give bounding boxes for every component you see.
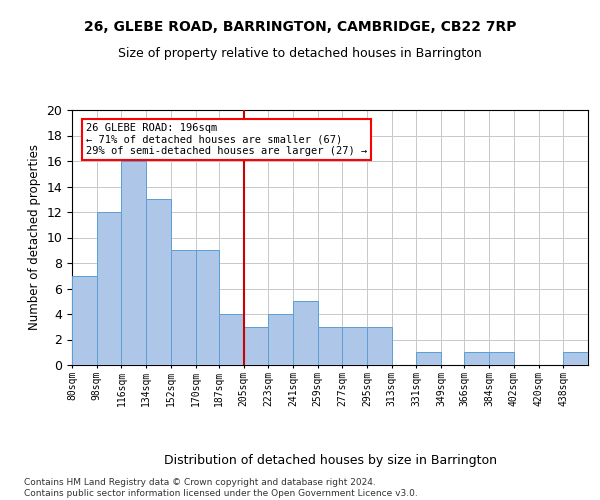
X-axis label: Distribution of detached houses by size in Barrington: Distribution of detached houses by size …	[163, 454, 497, 468]
Bar	[146, 199, 171, 365]
Bar	[343, 327, 367, 365]
Text: Contains HM Land Registry data © Crown copyright and database right 2024.
Contai: Contains HM Land Registry data © Crown c…	[24, 478, 418, 498]
Bar	[72, 276, 97, 365]
Bar	[196, 250, 219, 365]
Bar	[489, 352, 514, 365]
Bar	[121, 161, 146, 365]
Bar	[268, 314, 293, 365]
Y-axis label: Number of detached properties: Number of detached properties	[28, 144, 41, 330]
Bar	[416, 352, 441, 365]
Text: Size of property relative to detached houses in Barrington: Size of property relative to detached ho…	[118, 48, 482, 60]
Bar	[367, 327, 392, 365]
Bar	[219, 314, 244, 365]
Bar	[317, 327, 343, 365]
Bar	[244, 327, 268, 365]
Bar	[464, 352, 489, 365]
Bar	[171, 250, 196, 365]
Bar	[293, 301, 317, 365]
Bar	[563, 352, 588, 365]
Text: 26 GLEBE ROAD: 196sqm
← 71% of detached houses are smaller (67)
29% of semi-deta: 26 GLEBE ROAD: 196sqm ← 71% of detached …	[86, 122, 367, 156]
Bar	[97, 212, 121, 365]
Text: 26, GLEBE ROAD, BARRINGTON, CAMBRIDGE, CB22 7RP: 26, GLEBE ROAD, BARRINGTON, CAMBRIDGE, C…	[84, 20, 516, 34]
